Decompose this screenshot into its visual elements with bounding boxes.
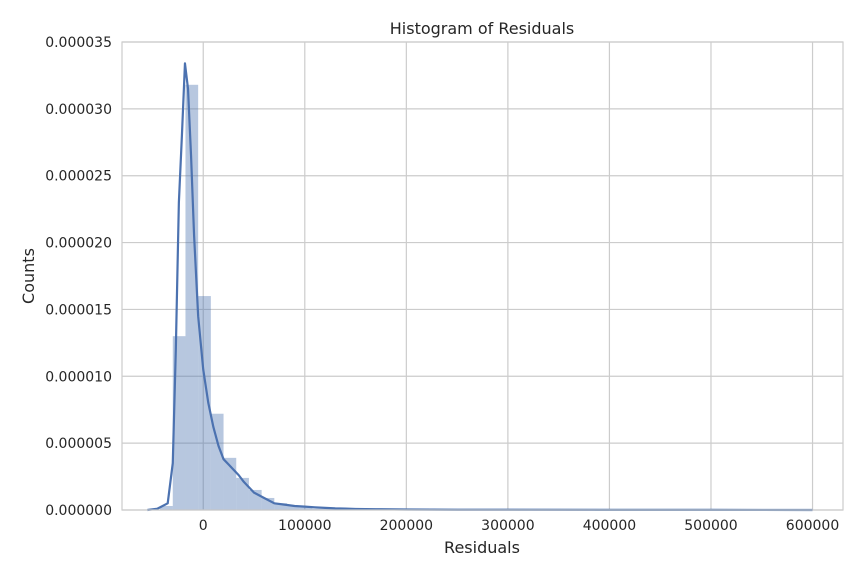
histogram-bar xyxy=(287,505,300,510)
y-tick-label: 0.000035 xyxy=(45,35,112,51)
chart-title: Histogram of Residuals xyxy=(390,19,575,38)
x-tick-label: 200000 xyxy=(380,518,433,534)
x-tick-label: 400000 xyxy=(583,518,636,534)
histogram-bar xyxy=(236,477,249,510)
histogram-bar xyxy=(223,457,237,510)
plot-frame xyxy=(121,41,844,511)
y-tick-label: 0.000010 xyxy=(45,369,112,385)
histogram-bar xyxy=(325,508,338,510)
histogram-bars xyxy=(160,84,351,510)
y-tick-label: 0.000005 xyxy=(45,436,112,452)
x-tick-labels: 0 100000 200000 300000 400000 500000 600000 xyxy=(199,518,839,534)
plot-background xyxy=(122,42,843,510)
y-tick-label: 0.000025 xyxy=(45,169,112,185)
x-tick-label: 0 xyxy=(199,518,208,534)
kde-curve xyxy=(147,62,813,512)
x-axis-label: Residuals xyxy=(444,538,520,557)
y-tick-label: 0.000020 xyxy=(45,236,112,252)
y-gridlines xyxy=(122,41,843,511)
x-tick-label: 300000 xyxy=(481,518,534,534)
y-tick-label: 0.000015 xyxy=(45,302,112,318)
y-tick-label: 0.000030 xyxy=(45,102,112,118)
histogram-bar xyxy=(274,503,288,510)
x-tick-label: 600000 xyxy=(786,518,839,534)
x-gridlines xyxy=(202,42,814,510)
histogram-bar xyxy=(312,508,326,510)
x-tick-label: 100000 xyxy=(278,518,331,534)
y-tick-labels: 0.000000 0.000005 0.000010 0.000015 0.000020… xyxy=(45,35,112,519)
histogram-bar xyxy=(299,507,313,510)
y-tick-label: 0.000000 xyxy=(45,503,112,519)
histogram-bar xyxy=(160,505,173,510)
histogram-bar xyxy=(185,84,199,510)
x-tick-label: 500000 xyxy=(684,518,737,534)
y-axis-label: Counts xyxy=(19,248,38,304)
histogram-bar xyxy=(210,413,224,510)
